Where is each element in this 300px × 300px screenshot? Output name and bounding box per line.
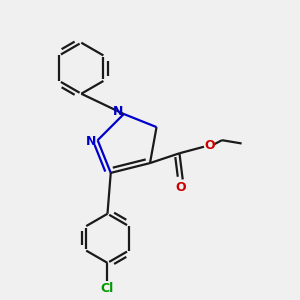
Text: N: N (113, 105, 123, 118)
Text: Cl: Cl (101, 282, 114, 295)
Text: N: N (86, 135, 96, 148)
Text: O: O (205, 139, 215, 152)
Text: O: O (176, 181, 186, 194)
